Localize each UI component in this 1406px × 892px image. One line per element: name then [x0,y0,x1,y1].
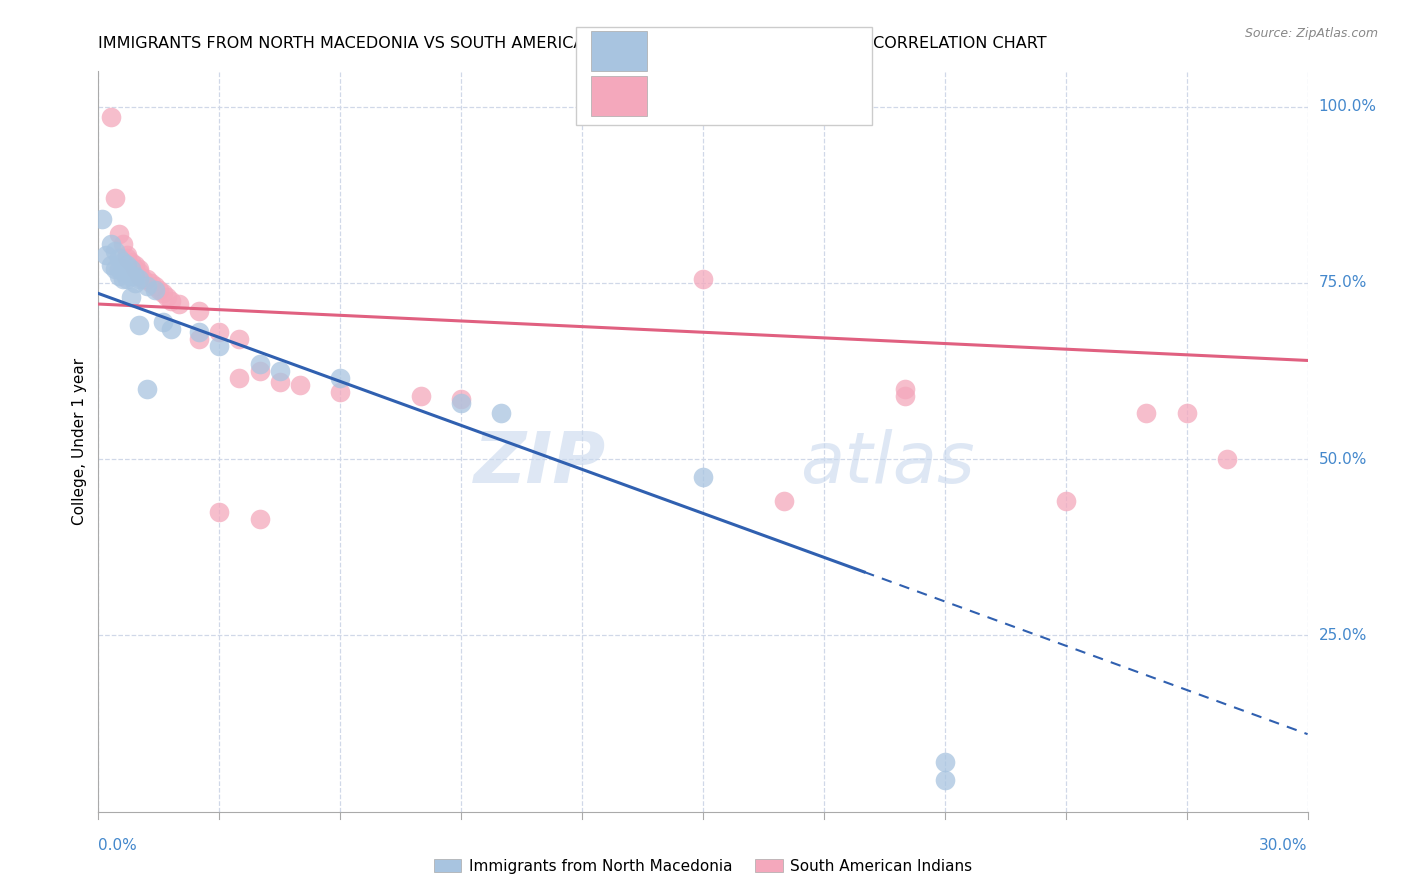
Point [893,382,915,396]
Text: 0.0%: 0.0% [98,838,138,854]
Point [934,756,956,770]
Point [450,396,472,410]
Point [111,265,134,279]
Text: 30.0%: 30.0% [1260,838,1308,854]
Y-axis label: College, Under 1 year: College, Under 1 year [72,358,87,525]
Point [107,261,129,276]
Point [934,772,956,787]
Point [156,290,179,304]
Point [167,297,190,311]
Point [208,325,231,339]
Point [124,261,146,276]
Point [128,265,150,279]
Point [111,237,134,252]
Point [893,389,915,403]
Point [160,293,183,308]
Point [135,279,157,293]
Point [269,364,291,378]
Point [1216,452,1239,467]
Point [120,290,142,304]
Text: ZIP: ZIP [474,429,606,499]
Point [692,272,714,286]
Point [249,512,271,526]
Point [135,382,157,396]
Point [288,378,311,392]
Text: R =  -0.531   N = 38: R = -0.531 N = 38 [658,43,827,61]
Point [111,261,134,276]
Point [228,371,250,385]
Point [115,258,138,272]
Point [450,392,472,407]
Point [143,279,166,293]
Legend: Immigrants from North Macedonia, South American Indians: Immigrants from North Macedonia, South A… [427,853,979,880]
Text: Source: ZipAtlas.com: Source: ZipAtlas.com [1244,27,1378,40]
Point [115,248,138,262]
Text: 25.0%: 25.0% [1319,628,1367,643]
Point [208,505,231,519]
Point [249,357,271,371]
Point [115,251,138,265]
Point [160,322,183,336]
Point [124,268,146,283]
Point [100,237,122,252]
Point [115,272,138,286]
Point [139,276,162,290]
Point [148,283,170,297]
Point [228,332,250,346]
Point [692,470,714,484]
Point [103,261,125,276]
Point [120,261,142,276]
Point [188,325,211,339]
Point [1054,494,1077,508]
Point [107,268,129,283]
Point [188,332,211,346]
Point [120,268,142,283]
Point [772,494,794,508]
Point [115,265,138,279]
Point [1135,406,1157,420]
Point [208,339,231,353]
Text: R =  -0.085   N = 42: R = -0.085 N = 42 [658,87,827,105]
Point [1175,406,1198,420]
Point [124,258,146,272]
Point [409,389,432,403]
Point [103,244,125,259]
Point [329,385,352,400]
Point [128,272,150,286]
Point [329,371,352,385]
Point [107,251,129,265]
Text: 50.0%: 50.0% [1319,451,1367,467]
Point [269,375,291,389]
Text: IMMIGRANTS FROM NORTH MACEDONIA VS SOUTH AMERICAN INDIAN COLLEGE, UNDER 1 YEAR C: IMMIGRANTS FROM NORTH MACEDONIA VS SOUTH… [98,36,1047,51]
Point [120,254,142,268]
Point [100,110,122,124]
Point [491,406,513,420]
Point [132,272,155,286]
Text: atlas: atlas [800,429,974,499]
Text: 75.0%: 75.0% [1319,276,1367,291]
Point [103,191,125,205]
Point [96,248,118,262]
Point [107,227,129,241]
Point [91,212,114,227]
Point [143,283,166,297]
Point [152,286,174,301]
Point [152,315,174,329]
Point [135,272,157,286]
Point [188,304,211,318]
Point [128,318,150,333]
Point [128,268,150,283]
Point [124,276,146,290]
Point [249,364,271,378]
Point [111,254,134,268]
Point [128,261,150,276]
Point [111,272,134,286]
Point [100,258,122,272]
Text: 100.0%: 100.0% [1319,99,1376,114]
